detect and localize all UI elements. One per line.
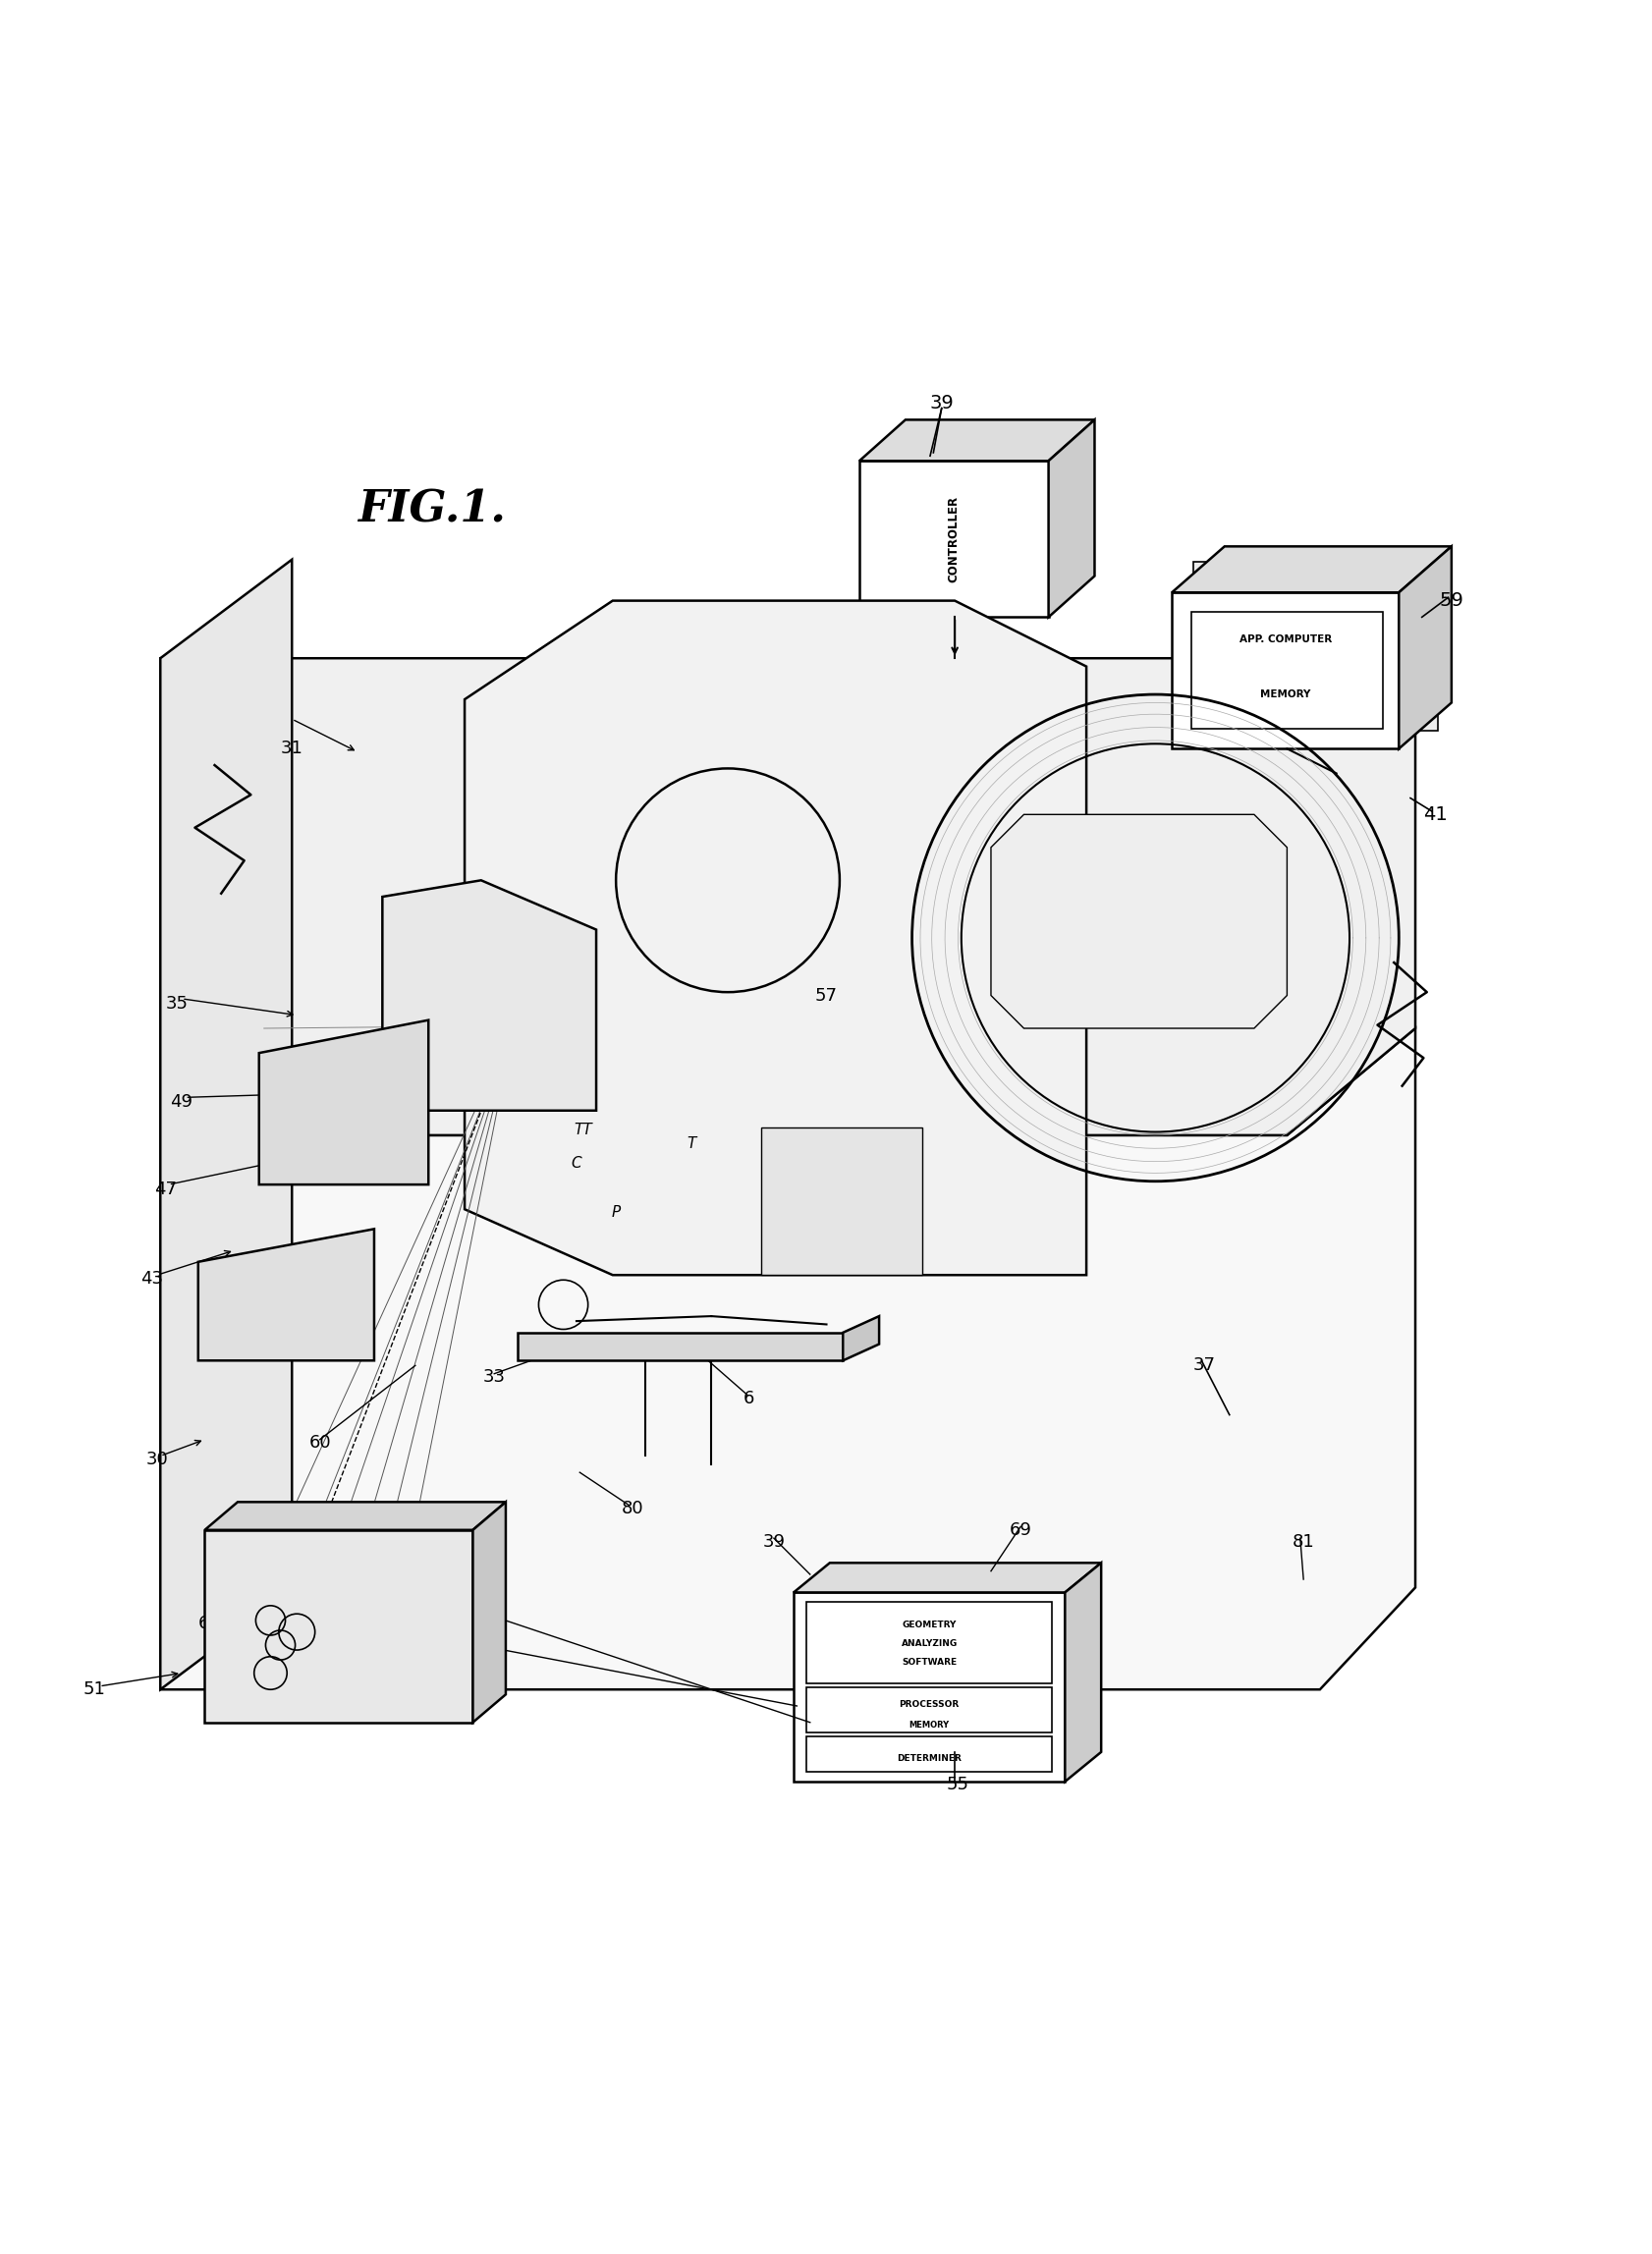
- Polygon shape: [859, 419, 1094, 460]
- Polygon shape: [793, 1562, 1100, 1594]
- Polygon shape: [1064, 1562, 1100, 1781]
- Polygon shape: [259, 1021, 428, 1186]
- Text: 43: 43: [140, 1269, 164, 1287]
- Text: 31: 31: [281, 739, 302, 757]
- Polygon shape: [464, 600, 1085, 1276]
- Polygon shape: [517, 1332, 843, 1361]
- Text: P: P: [611, 1206, 620, 1219]
- Text: 65: 65: [236, 1548, 259, 1567]
- Text: 80: 80: [621, 1499, 643, 1517]
- Polygon shape: [1191, 613, 1381, 728]
- Text: 39: 39: [762, 1533, 785, 1551]
- Text: MEMORY: MEMORY: [1259, 690, 1310, 699]
- Text: 49: 49: [170, 1093, 193, 1111]
- Text: 55: 55: [947, 1776, 968, 1794]
- Text: 35: 35: [165, 994, 188, 1012]
- Text: O: O: [396, 1650, 408, 1663]
- Polygon shape: [1171, 593, 1398, 748]
- Text: 69: 69: [1009, 1521, 1031, 1539]
- Polygon shape: [1398, 545, 1450, 748]
- Text: SOFTWARE: SOFTWARE: [902, 1659, 957, 1668]
- Text: FIG.1.: FIG.1.: [357, 489, 506, 532]
- Text: ANALYZING: ANALYZING: [900, 1639, 957, 1648]
- Text: 47: 47: [154, 1181, 177, 1199]
- Text: 60: 60: [309, 1434, 330, 1452]
- Text: T: T: [687, 1136, 695, 1152]
- Polygon shape: [472, 1501, 506, 1722]
- Text: TT: TT: [573, 1122, 591, 1138]
- Polygon shape: [806, 1603, 1051, 1684]
- Polygon shape: [205, 1501, 506, 1530]
- Polygon shape: [160, 559, 292, 1690]
- Text: 53: 53: [248, 1702, 271, 1720]
- Polygon shape: [806, 1686, 1051, 1733]
- Text: 61: 61: [198, 1614, 221, 1632]
- Text: C: C: [572, 1156, 582, 1170]
- Polygon shape: [160, 552, 1414, 1136]
- Text: APP. COMPUTER: APP. COMPUTER: [1239, 633, 1332, 645]
- Polygon shape: [382, 881, 596, 1111]
- Polygon shape: [806, 1736, 1051, 1772]
- Polygon shape: [991, 814, 1287, 1028]
- Text: 6: 6: [743, 1388, 755, 1406]
- Text: 30: 30: [145, 1449, 169, 1467]
- Polygon shape: [1047, 419, 1094, 618]
- Polygon shape: [859, 460, 1047, 618]
- Polygon shape: [1171, 545, 1450, 593]
- Text: 39: 39: [928, 394, 953, 412]
- Polygon shape: [843, 1316, 879, 1361]
- Text: GEOMETRY: GEOMETRY: [902, 1621, 957, 1630]
- Text: 59: 59: [1439, 591, 1464, 611]
- Text: PROCESSOR: PROCESSOR: [899, 1700, 958, 1709]
- Polygon shape: [205, 1530, 472, 1722]
- Text: 51: 51: [83, 1681, 106, 1697]
- Polygon shape: [793, 1594, 1064, 1781]
- Polygon shape: [160, 1028, 1414, 1690]
- Text: DETERMINER: DETERMINER: [897, 1754, 961, 1763]
- Text: 63: 63: [253, 1578, 274, 1596]
- Text: 33: 33: [482, 1368, 506, 1386]
- Text: 41: 41: [1422, 805, 1447, 823]
- Text: 45: 45: [248, 1319, 271, 1337]
- Polygon shape: [760, 1127, 922, 1276]
- Text: 57: 57: [814, 987, 838, 1005]
- Text: MEMORY: MEMORY: [909, 1720, 948, 1729]
- Text: 81: 81: [1292, 1533, 1313, 1551]
- Polygon shape: [1193, 561, 1437, 730]
- Text: 37: 37: [1193, 1357, 1216, 1375]
- Polygon shape: [198, 1228, 373, 1361]
- Text: CONTROLLER: CONTROLLER: [947, 496, 960, 582]
